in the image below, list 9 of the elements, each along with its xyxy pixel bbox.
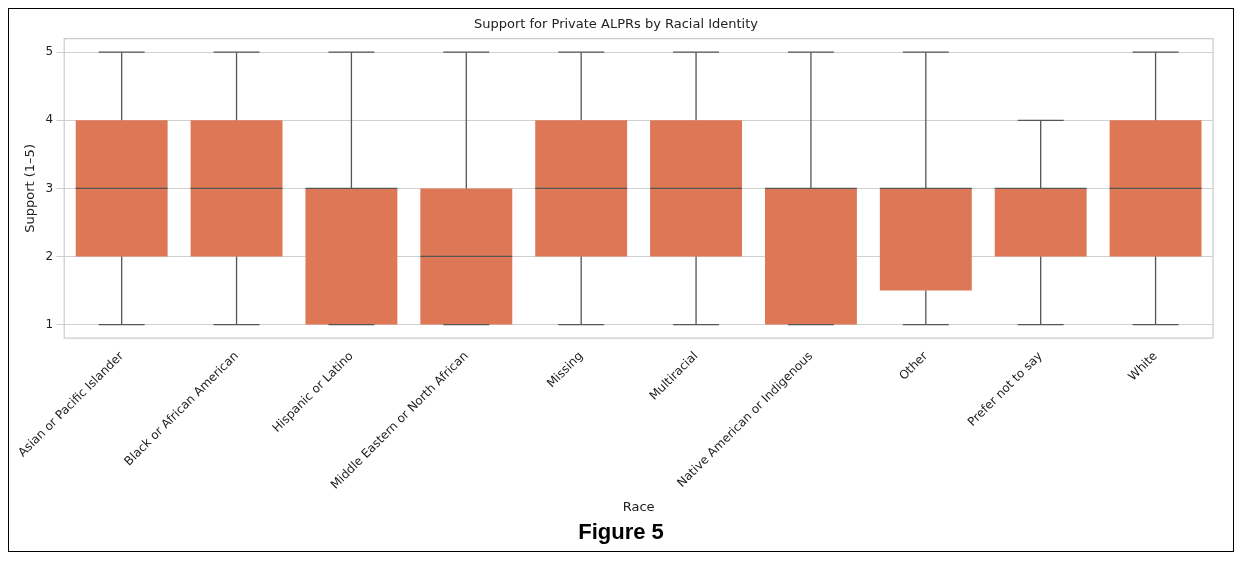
- y-tick-label: 1: [45, 316, 54, 331]
- x-axis-title: Race: [622, 498, 655, 514]
- y-tick-label: 2: [45, 248, 54, 263]
- chart-title: Support for Private ALPRs by Racial Identity: [474, 16, 759, 32]
- y-axis-title: Support (1–5): [22, 144, 38, 233]
- y-tick-label: 3: [45, 180, 54, 195]
- y-tick-label: 5: [45, 44, 54, 59]
- y-tick-label: 4: [45, 112, 54, 127]
- caption: Figure 5: [577, 519, 665, 546]
